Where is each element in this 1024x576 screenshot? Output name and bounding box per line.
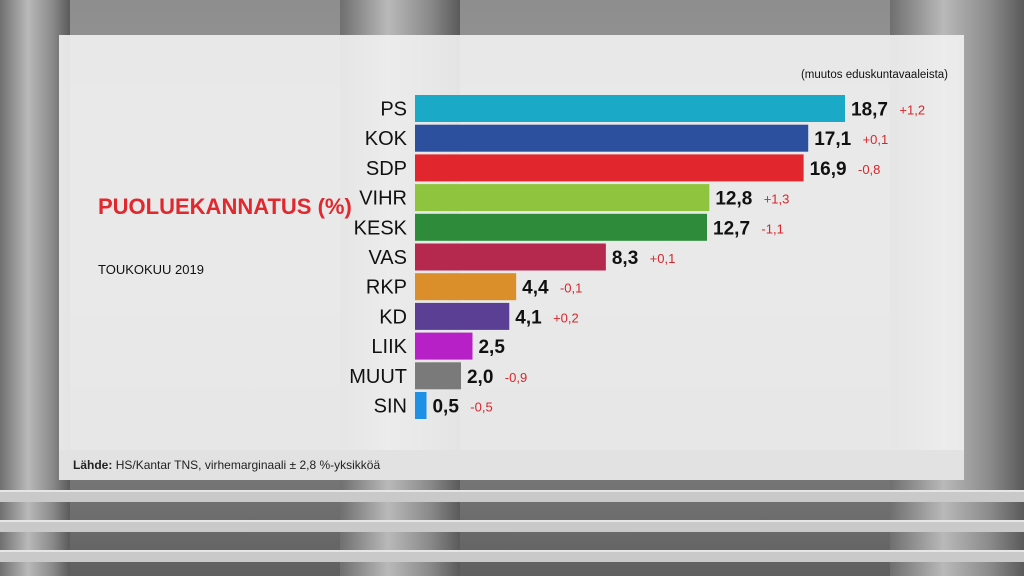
change-label: -0,9 bbox=[505, 370, 527, 385]
bar-ps bbox=[415, 95, 845, 122]
category-label: SIN bbox=[374, 396, 407, 418]
change-label: -0,8 bbox=[858, 162, 880, 177]
bar-muut bbox=[415, 362, 461, 390]
chart-subtitle: TOUKOKUU 2019 bbox=[98, 262, 204, 277]
value-label: 4,1 bbox=[515, 307, 542, 328]
category-label: SDP bbox=[366, 158, 407, 180]
value-label: 12,8 bbox=[715, 189, 752, 210]
value-label: 0,5 bbox=[432, 397, 459, 418]
value-label: 4,4 bbox=[522, 278, 549, 299]
bar-vas bbox=[415, 243, 606, 271]
change-label: +0,1 bbox=[863, 132, 889, 147]
change-label: +1,3 bbox=[764, 192, 790, 207]
change-label: -0,5 bbox=[470, 400, 492, 415]
change-label: +0,1 bbox=[650, 251, 676, 266]
bar-kd bbox=[415, 302, 510, 330]
bar-sin bbox=[415, 392, 427, 419]
category-label: KD bbox=[379, 306, 407, 328]
value-label: 18,7 bbox=[851, 100, 888, 121]
bar-kesk bbox=[415, 213, 708, 241]
source-label: Lähde: bbox=[73, 458, 113, 472]
category-label: MUUT bbox=[349, 366, 407, 388]
change-label: +0,2 bbox=[553, 310, 579, 325]
change-label: +1,2 bbox=[899, 103, 925, 118]
source-footer: Lähde: HS/Kantar TNS, virhemarginaali ± … bbox=[59, 450, 964, 480]
value-label: 16,9 bbox=[810, 159, 847, 180]
value-label: 8,3 bbox=[612, 248, 638, 269]
bar-kok bbox=[415, 124, 809, 152]
category-label: KOK bbox=[365, 128, 408, 150]
category-label: PS bbox=[380, 99, 407, 121]
value-label: 12,7 bbox=[713, 218, 750, 239]
category-label: VIHR bbox=[359, 188, 407, 210]
bar-sdp bbox=[415, 154, 804, 182]
category-label: VAS bbox=[368, 247, 407, 269]
value-label: 2,5 bbox=[478, 337, 505, 358]
background-step bbox=[0, 550, 1024, 562]
bar-vihr bbox=[415, 184, 710, 212]
background-step bbox=[0, 490, 1024, 502]
change-note: (muutos eduskuntavaaleista) bbox=[800, 69, 948, 81]
bar-liik bbox=[415, 332, 473, 360]
background-step bbox=[0, 520, 1024, 532]
chart-title: PUOLUEKANNATUS (%) bbox=[98, 194, 352, 219]
background-column bbox=[0, 0, 70, 576]
value-label: 17,1 bbox=[814, 129, 851, 150]
category-label: KESK bbox=[354, 217, 408, 239]
category-label: RKP bbox=[366, 277, 407, 299]
change-label: -0,1 bbox=[560, 281, 582, 296]
bar-rkp bbox=[415, 273, 517, 301]
value-label: 2,0 bbox=[467, 367, 493, 388]
source-text: HS/Kantar TNS, virhemarginaali ± 2,8 %-y… bbox=[115, 458, 381, 472]
change-label: -1,1 bbox=[761, 221, 783, 236]
category-label: LIIK bbox=[371, 336, 407, 358]
